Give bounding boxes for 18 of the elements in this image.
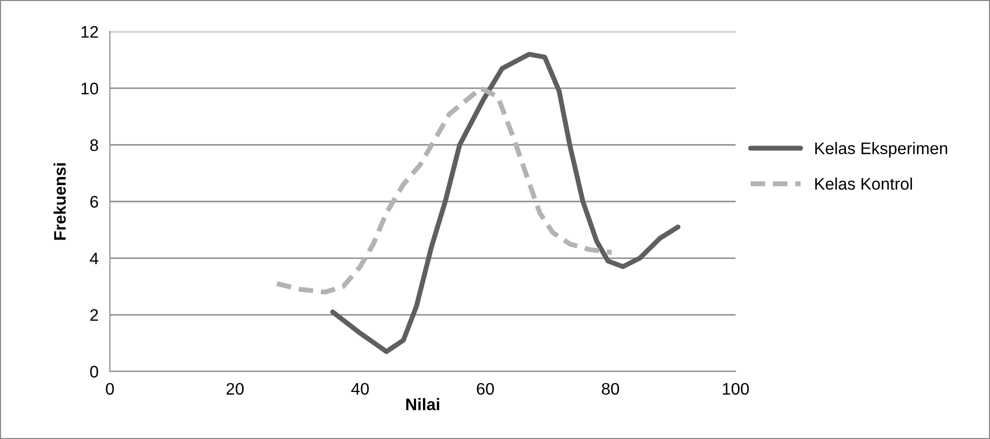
line-series: [330, 52, 680, 354]
y-tick-label: 12: [82, 26, 98, 38]
y-tick-label: 6: [90, 196, 98, 208]
y-tick-label: 0: [90, 366, 98, 378]
y-tick-label: 4: [90, 252, 98, 264]
x-tick-label: 0: [106, 382, 114, 395]
x-axis-title: Nilai: [406, 398, 440, 410]
y-axis-title: Frekuensi: [54, 163, 66, 240]
y-tick-label: 2: [90, 309, 98, 321]
x-tick-label: 60: [476, 382, 494, 395]
x-tick-label: 100: [722, 382, 749, 395]
legend-label: Kelas Eksperimen: [815, 142, 948, 158]
y-tick-label: 10: [82, 82, 98, 94]
legend-label: Kelas Kontrol: [815, 178, 912, 190]
x-tick-label: 40: [351, 382, 369, 395]
y-tick-label: 8: [90, 139, 98, 152]
x-tick-label: 80: [602, 382, 620, 395]
x-tick-label: 20: [226, 382, 244, 395]
